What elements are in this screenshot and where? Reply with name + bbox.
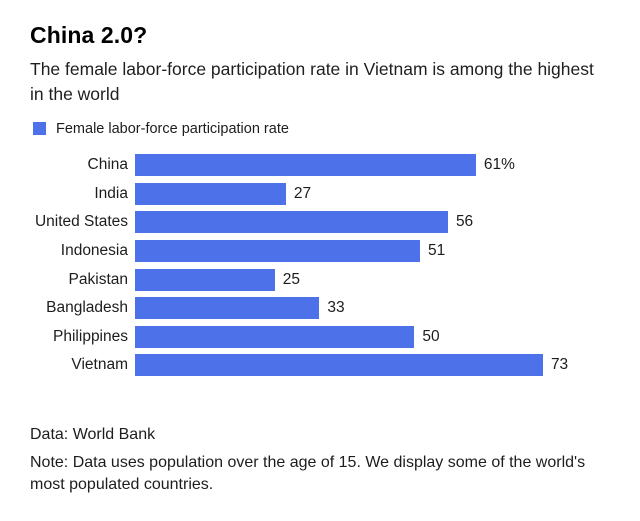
- value-label: 33: [327, 299, 345, 317]
- category-label: United States: [34, 213, 128, 231]
- category-label: India: [94, 184, 128, 202]
- bar: [135, 211, 448, 234]
- value-label: 27: [293, 184, 312, 202]
- chart-title: China 2.0?: [30, 22, 148, 48]
- value-label: 61%: [483, 156, 515, 174]
- bar: [135, 268, 275, 291]
- category-label: Vietnam: [71, 356, 128, 374]
- legend-swatch-icon: [33, 122, 46, 135]
- bar-row: Philippines 50: [30, 323, 610, 352]
- bar-track: 27: [135, 180, 610, 209]
- legend-label: Female labor-force participation rate: [56, 120, 289, 137]
- category-label: Bangladesh: [46, 299, 128, 317]
- bar-track: 51: [135, 237, 610, 266]
- value-label: 51: [428, 242, 446, 260]
- bar-row: Pakistan 25: [30, 265, 610, 294]
- bar: [135, 182, 286, 205]
- legend: Female labor-force participation rate: [30, 120, 610, 137]
- data-source: Data: World Bank: [30, 425, 156, 443]
- category-label: Indonesia: [60, 242, 128, 260]
- bar: [135, 325, 415, 348]
- bar-row: Vietnam 73: [30, 351, 610, 380]
- footer: Data: World Bank Note: Data uses populat…: [30, 425, 610, 496]
- value-label: 73: [550, 356, 569, 374]
- bar: [135, 154, 476, 177]
- value-label: 50: [422, 327, 440, 345]
- bar: [135, 297, 320, 320]
- bar-track: 50: [135, 323, 610, 352]
- value-label: 25: [282, 270, 300, 288]
- category-label: China: [87, 156, 129, 174]
- data-note: Note: Data uses population over the age …: [30, 453, 586, 493]
- bar-track: 61%: [135, 151, 610, 180]
- bar-row: United States 56: [30, 208, 610, 237]
- bar-chart: China 61% India 27 United States 56 Indonesia 5…: [30, 151, 610, 380]
- bar-track: 25: [135, 265, 610, 294]
- bar-row: China 61%: [30, 151, 610, 180]
- bar-track: 73: [135, 351, 610, 380]
- bar-row: Bangladesh 33: [30, 294, 610, 323]
- bar-row: India 27: [30, 180, 610, 209]
- bar-track: 33: [135, 294, 610, 323]
- bar-row: Indonesia 51: [30, 237, 610, 266]
- bar: [135, 240, 420, 263]
- value-label: 56: [455, 213, 474, 231]
- bar: [135, 354, 543, 377]
- category-label: Philippines: [53, 327, 128, 345]
- bar-track: 56: [135, 208, 610, 237]
- category-label: Pakistan: [68, 270, 128, 288]
- chart-subtitle: The female labor-force participation rat…: [30, 59, 594, 104]
